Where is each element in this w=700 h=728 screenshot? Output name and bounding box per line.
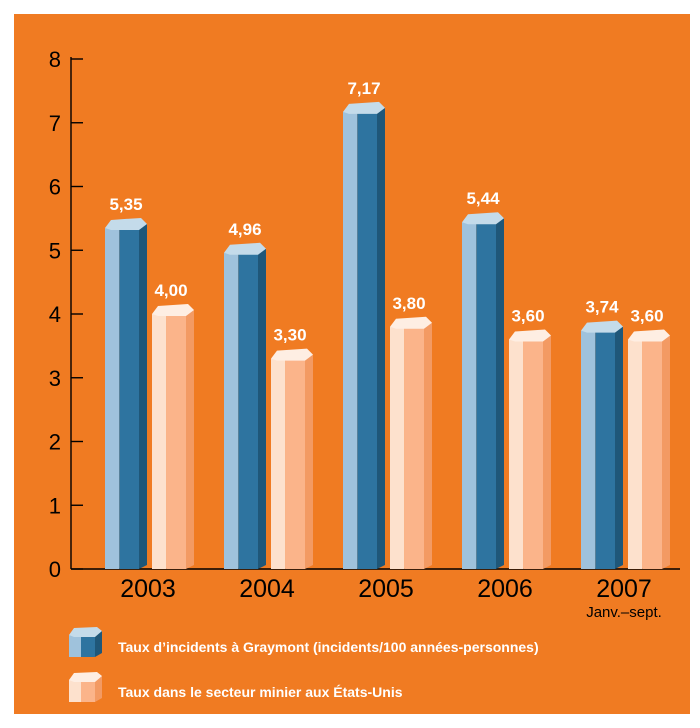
- bar-value-label: 3,30: [273, 326, 306, 345]
- bar-value-label: 3,80: [392, 294, 425, 313]
- bar-graymont: [581, 320, 623, 569]
- chart-bars: [105, 101, 670, 570]
- x-category-label: 2004: [239, 575, 295, 603]
- bar-us-mining: [152, 304, 194, 569]
- bar-us-mining: [509, 329, 551, 569]
- bar-graymont: [343, 101, 385, 569]
- bar-value-label: 3,60: [630, 307, 663, 326]
- bar-graymont: [105, 217, 147, 569]
- y-tick-label: 7: [49, 111, 61, 136]
- x-category-sublabel: Janv.–sept.: [586, 604, 662, 621]
- y-tick-label: 3: [49, 366, 61, 391]
- bar-value-label: 5,35: [109, 195, 142, 214]
- chart-labels: 5,35 4,00 2003 4,96 3,30 2004 7,17 3,80 2005 5,44…: [109, 79, 663, 621]
- y-tick-label: 2: [49, 430, 61, 455]
- chart-panel: 0 1 2 3 4 5 6 7 8 5,35 4,00 2003 4,96 3,30 2004 7,17 3,…: [14, 14, 690, 714]
- chart-legend: Taux d’incidents à Graymont (incidents/1…: [69, 627, 539, 702]
- bar-chart: 0 1 2 3 4 5 6 7 8 5,35 4,00 2003 4,96 3,30 2004 7,17 3,…: [49, 47, 680, 702]
- y-tick-label: 4: [49, 302, 61, 327]
- legend-icon-graymont: [69, 627, 102, 657]
- x-category-label: 2007: [596, 575, 652, 603]
- legend-entry-label: Taux dans le secteur minier aux États-Un…: [118, 684, 403, 700]
- bar-value-label: 7,17: [347, 79, 380, 98]
- bar-value-label: 4,00: [154, 281, 187, 300]
- bar-us-mining: [271, 348, 313, 569]
- bar-value-label: 5,44: [466, 189, 500, 208]
- x-category-label: 2003: [120, 575, 176, 603]
- y-tick-label: 0: [49, 557, 61, 582]
- legend-icon-us-mining: [69, 672, 102, 702]
- x-category-label: 2005: [358, 575, 414, 603]
- bar-graymont: [224, 242, 266, 570]
- y-tick-label: 6: [49, 175, 61, 200]
- bar-value-label: 4,96: [228, 220, 261, 239]
- bar-value-label: 3,74: [585, 298, 619, 317]
- y-tick-label: 1: [49, 493, 61, 518]
- bar-value-label: 3,60: [511, 307, 544, 326]
- bar-us-mining: [390, 316, 432, 569]
- legend-entry-label: Taux d’incidents à Graymont (incidents/1…: [118, 639, 539, 655]
- y-tick-label: 5: [49, 238, 61, 263]
- x-category-label: 2006: [477, 575, 533, 603]
- bar-us-mining: [628, 329, 670, 569]
- y-tick-label: 8: [49, 47, 61, 72]
- bar-graymont: [462, 212, 504, 569]
